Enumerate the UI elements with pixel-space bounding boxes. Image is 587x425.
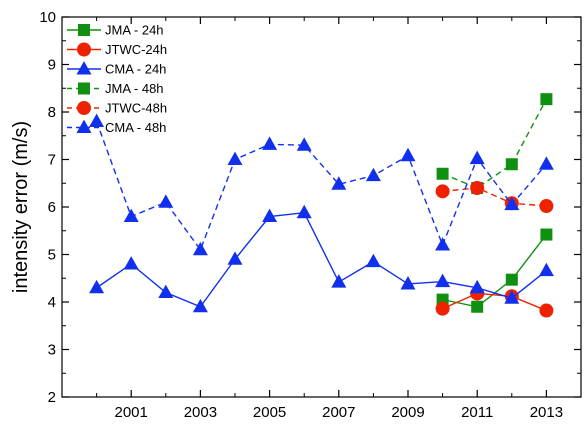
y-tick-label: 6 xyxy=(48,199,56,216)
data-point-triangle xyxy=(158,284,174,299)
data-point-triangle xyxy=(192,298,208,313)
x-tick-label: 2003 xyxy=(184,404,217,421)
x-tick-label: 2009 xyxy=(391,404,424,421)
data-point-triangle xyxy=(504,290,520,304)
data-point-circle xyxy=(470,181,485,195)
y-tick-label: 5 xyxy=(48,247,56,264)
data-point-triangle xyxy=(365,167,381,182)
data-point-square xyxy=(540,93,553,106)
series xyxy=(436,228,553,313)
legend-label: JMA - 24h xyxy=(105,23,164,38)
x-tick-label: 2013 xyxy=(530,404,563,421)
data-point-triangle xyxy=(262,136,278,150)
legend-label: CMA - 24h xyxy=(105,62,166,77)
data-point-triangle xyxy=(400,276,416,290)
data-point-triangle xyxy=(331,176,347,190)
data-point-triangle xyxy=(227,151,243,166)
data-point-triangle xyxy=(89,113,105,128)
data-point-triangle xyxy=(435,273,451,288)
data-point-triangle xyxy=(504,196,520,211)
x-axis: 2001 2003 2005 2007 2009 2011 2013 xyxy=(96,17,563,421)
data-point-circle xyxy=(539,199,554,214)
y-tick-label: 8 xyxy=(48,104,56,121)
x-tick-label: 2011 xyxy=(461,404,493,421)
y-axis: 2 3 4 5 6 7 8 9 10 xyxy=(39,9,581,406)
y-tick-label: 3 xyxy=(48,342,56,359)
data-point-square xyxy=(505,158,518,171)
data-point-triangle xyxy=(123,208,139,223)
data-point-circle xyxy=(435,184,450,199)
series xyxy=(436,93,553,194)
series-line xyxy=(442,292,547,312)
data-point-square xyxy=(78,82,90,95)
series-layer xyxy=(89,93,554,318)
x-tick-label: 2001 xyxy=(115,404,148,421)
data-point-triangle xyxy=(400,147,416,162)
y-tick-label: 2 xyxy=(48,389,56,406)
legend-label: CMA - 48h xyxy=(105,120,166,135)
series xyxy=(89,204,554,313)
data-point-triangle xyxy=(76,119,92,134)
data-point-triangle xyxy=(123,256,139,270)
series xyxy=(89,113,554,256)
data-point-circle xyxy=(77,101,91,115)
data-point-triangle xyxy=(538,262,554,277)
y-tick-label: 10 xyxy=(39,9,56,26)
series-line xyxy=(95,121,547,252)
data-point-triangle xyxy=(365,253,381,268)
data-point-triangle xyxy=(331,274,347,288)
data-point-triangle xyxy=(262,208,278,223)
data-point-circle xyxy=(435,301,450,316)
series xyxy=(435,181,554,214)
data-point-triangle xyxy=(469,150,485,165)
series-line xyxy=(442,187,547,207)
data-point-triangle xyxy=(227,251,243,265)
legend-label: JMA - 48h xyxy=(105,81,164,96)
legend-label: JTWC-48h xyxy=(105,101,167,116)
data-point-circle xyxy=(539,303,554,318)
series-line xyxy=(96,211,547,308)
data-point-square xyxy=(471,300,484,313)
data-point-square xyxy=(540,228,553,241)
y-tick-label: 7 xyxy=(48,152,56,169)
legend: JMA - 24h JTWC-24h CMA - 24h JMA - 48h JTWC-… xyxy=(67,23,167,135)
data-point-triangle xyxy=(76,61,92,75)
data-point-triangle xyxy=(158,194,174,208)
data-point-triangle xyxy=(469,279,485,294)
data-point-triangle xyxy=(296,137,312,151)
data-point-triangle xyxy=(435,237,451,251)
data-point-square xyxy=(78,24,90,36)
y-tick-label: 9 xyxy=(48,57,56,74)
data-point-square xyxy=(505,273,518,286)
x-tick-label: 2005 xyxy=(253,404,286,421)
y-axis-title: intensity error (m/s) xyxy=(10,121,32,293)
data-point-triangle xyxy=(538,156,554,170)
legend-label: JTWC-24h xyxy=(105,42,167,57)
x-tick-label: 2007 xyxy=(322,404,355,421)
data-point-square xyxy=(436,167,449,180)
data-point-triangle xyxy=(89,279,105,294)
series-line xyxy=(442,234,547,308)
data-point-triangle xyxy=(296,204,312,219)
series-line xyxy=(442,98,548,189)
y-tick-label: 4 xyxy=(48,294,56,311)
data-point-circle xyxy=(77,42,91,57)
data-point-triangle xyxy=(192,241,208,256)
